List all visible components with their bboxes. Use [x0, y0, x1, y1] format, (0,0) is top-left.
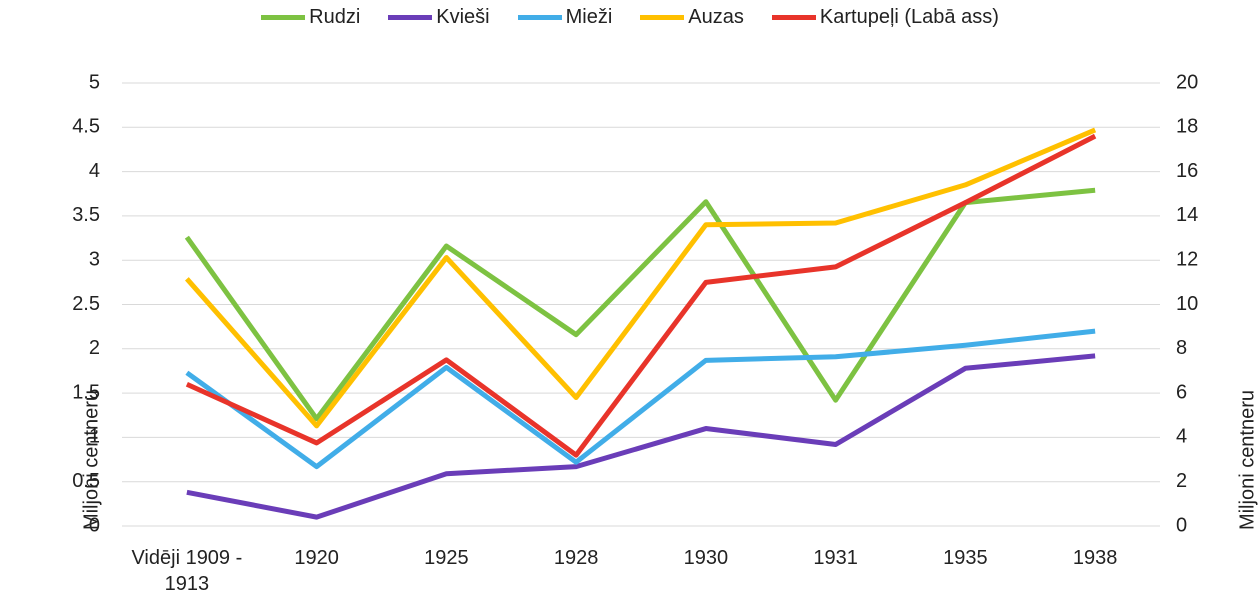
x-tick-label: 1938	[1072, 547, 1118, 569]
legend-label: Kvieši	[436, 6, 490, 28]
y2-tick-label: 10	[1176, 293, 1198, 315]
y2-axis-title: Miljoni centneru	[1236, 390, 1258, 530]
series-line	[184, 187, 1096, 422]
series-line	[186, 353, 1096, 520]
y-tick-label: 2.5	[72, 293, 100, 315]
y2-tick-label: 4	[1176, 426, 1187, 448]
legend-item: Mieži	[517, 6, 613, 29]
y2-tick-label: 14	[1176, 204, 1198, 226]
y2-tick-label: 20	[1176, 71, 1198, 93]
legend-swatch	[640, 15, 685, 20]
y-tick-label: 5	[89, 71, 100, 93]
y-axis-title: Miljoni centneru	[80, 390, 102, 530]
legend-swatch	[388, 15, 433, 20]
y-tick-label: 0.5	[72, 470, 100, 492]
y-tick-label: 1	[89, 426, 100, 448]
legend-swatch	[771, 15, 816, 20]
x-tick-label: 1931	[813, 547, 858, 569]
series-line	[185, 133, 1097, 458]
legend-label: Auzas	[688, 6, 744, 28]
legend-item: Auzas	[640, 6, 744, 29]
y-tick-label: 3	[89, 248, 100, 270]
legend-label: Rudzi	[309, 6, 361, 28]
series-line	[185, 127, 1097, 429]
x-tick-label: 1935	[943, 547, 988, 569]
y2-tick-label: 6	[1176, 381, 1187, 403]
legend: Rudzi Kvieši Mieži Auzas Kartupeļi (Labā ass…	[0, 6, 1260, 29]
x-tick-label: Vidēji 1909 - 1913	[131, 547, 243, 595]
legend-item: Kvieši	[388, 6, 490, 29]
y-tick-label: 4	[89, 160, 100, 182]
y2-tick-label: 12	[1176, 248, 1198, 270]
y-tick-label: 1.5	[72, 381, 100, 403]
y-tick-label: 0	[89, 514, 100, 536]
legend-label: Mieži	[565, 6, 613, 28]
y2-tick-label: 2	[1176, 470, 1187, 492]
y2-tick-label: 0	[1176, 514, 1187, 536]
legend-item: Rudzi	[261, 6, 360, 29]
legend-item: Kartupeļi (Labā ass)	[771, 6, 999, 29]
legend-swatch	[517, 15, 562, 20]
y-tick-label: 4.5	[72, 116, 100, 138]
series-line	[185, 328, 1096, 470]
x-tick-label: 1920	[294, 547, 339, 569]
y2-tick-label: 8	[1176, 337, 1187, 359]
x-tick-label: 1925	[424, 547, 469, 569]
x-tick-label: 1930	[683, 547, 729, 569]
y-tick-label: 3.5	[72, 204, 100, 226]
x-tick-label: 1928	[553, 547, 599, 569]
legend-label: Kartupeļi (Labā ass)	[819, 6, 999, 28]
legend-swatch	[261, 15, 306, 20]
y-tick-label: 2	[89, 337, 100, 359]
y2-tick-label: 18	[1176, 116, 1198, 138]
y2-tick-label: 16	[1176, 160, 1198, 182]
